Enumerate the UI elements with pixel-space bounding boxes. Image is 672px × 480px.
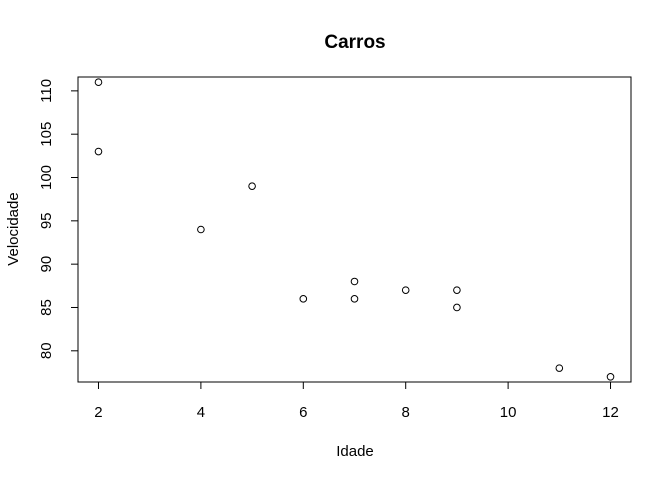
- data-point: [197, 225, 205, 234]
- y-tick-label: 110: [38, 79, 55, 103]
- x-tick-label: 10: [500, 404, 517, 421]
- data-points: [94, 78, 615, 381]
- y-tick-label: 80: [38, 342, 55, 359]
- y-tick-label: 100: [38, 165, 55, 190]
- x-tick-label: 4: [197, 404, 205, 421]
- x-tick-label: 8: [402, 404, 410, 421]
- y-axis: 80 85 90 95 100 105 110: [38, 79, 79, 359]
- y-tick-label: 95: [38, 212, 55, 229]
- data-point: [401, 286, 410, 294]
- data-point: [453, 303, 461, 312]
- x-tick-label: 6: [299, 404, 307, 421]
- y-tick-label: 90: [38, 256, 55, 273]
- data-point: [94, 78, 103, 86]
- y-axis-label: Velocidade: [5, 192, 22, 265]
- y-tick-label: 105: [38, 122, 55, 147]
- x-tick-label: 2: [94, 404, 102, 421]
- plot-frame: [77, 76, 632, 383]
- x-axis: 2 4 6 8 10 12: [94, 381, 619, 421]
- x-axis-label: Idade: [336, 443, 374, 460]
- data-point: [350, 277, 359, 286]
- data-point: [94, 147, 103, 156]
- data-point: [350, 295, 359, 303]
- data-point: [606, 373, 615, 381]
- data-point: [299, 295, 308, 303]
- data-point: [248, 182, 256, 190]
- chart-title: Carros: [324, 32, 385, 53]
- x-tick-label: 12: [602, 404, 619, 421]
- data-point: [555, 364, 564, 372]
- y-tick-label: 85: [38, 299, 55, 316]
- data-point: [453, 286, 461, 294]
